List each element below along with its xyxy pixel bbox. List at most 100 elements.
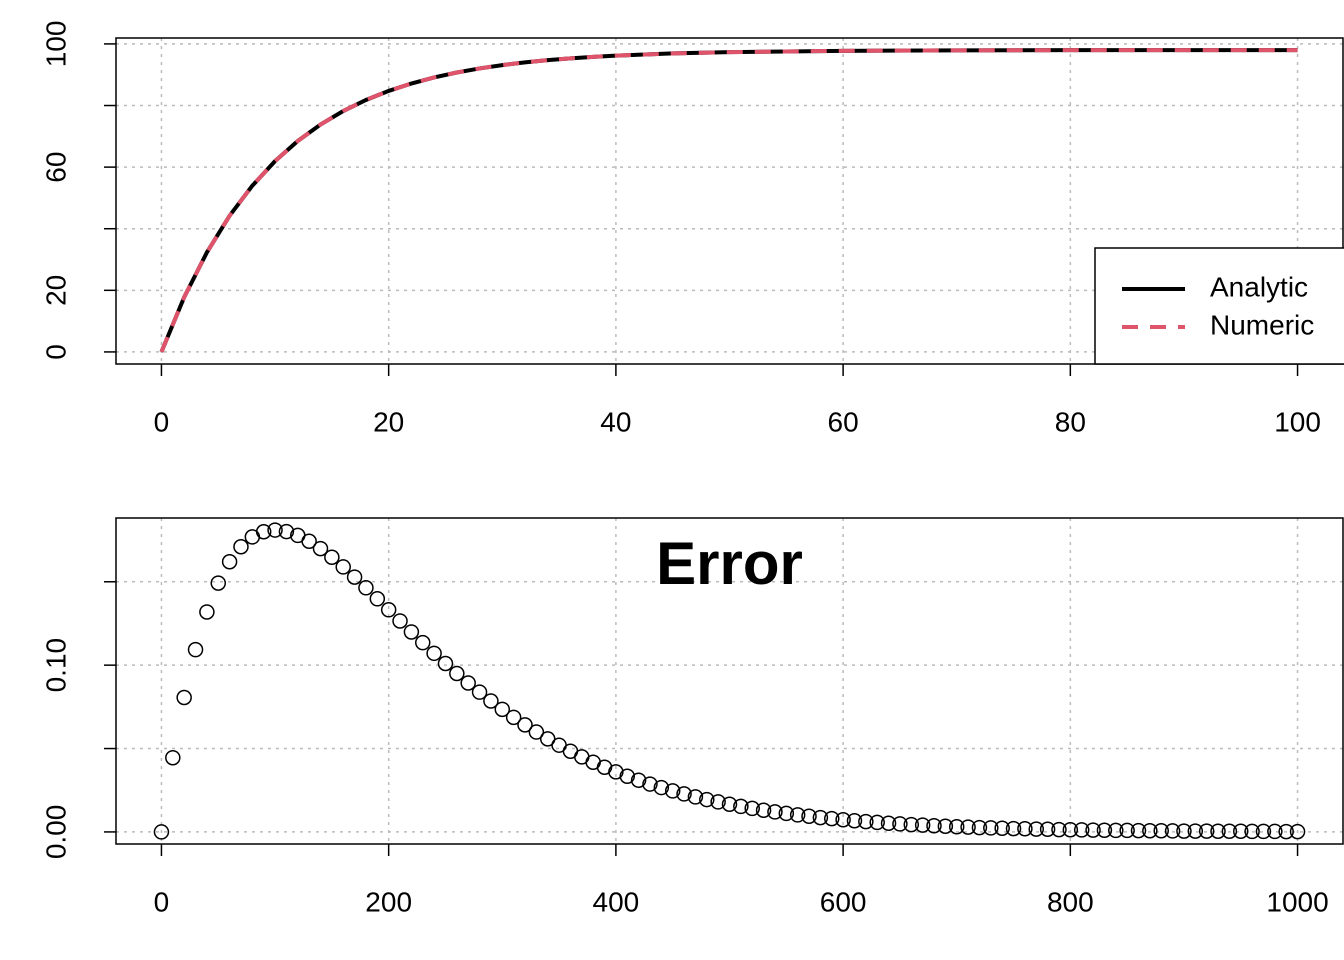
point [1198,823,1215,839]
x-tick-label: 1000 [1266,886,1328,917]
legend-label: Analytic [1210,271,1308,302]
point [187,641,204,658]
point [1142,823,1158,839]
point [710,794,726,810]
point [835,812,851,828]
point [653,779,670,796]
x-tick-label: 100 [1274,406,1321,437]
x-tick-label: 0 [154,406,170,437]
point [971,819,988,836]
point [1051,821,1067,838]
point [687,789,704,805]
point [483,693,499,709]
point [1244,823,1260,840]
point [1153,823,1169,839]
y-tick-label: 0.10 [40,638,71,693]
point [1233,823,1249,840]
point [415,634,431,651]
plot: 0 20 40 60 80 100 0 20 60 100 Analytic Numeric [40,21,1344,437]
y-tick-label: 0 [40,344,71,360]
y-tick-label: 100 [40,21,71,68]
point [642,776,658,792]
point [358,580,374,596]
x-tick-label: 600 [820,886,867,917]
point [494,701,511,718]
point [1073,822,1090,838]
point [619,768,635,784]
point [517,717,533,733]
point [380,602,397,618]
point [426,645,442,662]
x-tick-label: 200 [365,886,412,917]
point [1210,823,1226,840]
point [1221,823,1238,840]
point [892,816,908,832]
point [301,533,317,549]
point [392,613,408,629]
point [914,817,931,833]
point [460,675,476,691]
point [1255,823,1272,840]
point [869,814,885,831]
point [369,591,386,607]
point [1176,823,1192,839]
point [812,809,829,826]
point [437,655,454,672]
point [858,813,874,830]
x-tick-label: 0 [154,886,170,917]
legend-box [1094,247,1344,365]
point [1028,821,1044,837]
point [664,783,681,799]
point [733,798,749,815]
point [903,816,920,833]
plot-frame [115,517,1344,845]
point [1130,822,1147,839]
point [1062,822,1079,838]
point [948,819,965,835]
point [1108,822,1124,839]
point [335,559,351,575]
point [1096,822,1113,839]
plot: 0 200 400 600 800 1000 0.00 0.10 Error [40,517,1344,917]
point [1289,823,1306,840]
point [233,539,249,555]
x-tick-label: 20 [373,406,404,437]
point [505,709,522,726]
point [449,665,465,682]
point [824,810,840,827]
point [255,523,272,540]
point [1005,820,1022,837]
point [801,808,817,824]
point [1039,821,1056,838]
point [789,807,806,823]
y-tick-label: 60 [40,152,71,183]
point [312,540,329,557]
point [1267,823,1283,840]
point [630,772,647,788]
point [1085,822,1101,838]
y-tick-label: 0.00 [40,805,71,860]
point [960,819,976,835]
point [744,800,760,817]
point [324,549,340,566]
x-tick-label: 40 [600,406,631,437]
point [346,569,363,585]
point [176,689,192,706]
point [1278,823,1294,840]
point [983,820,999,836]
point [1017,821,1033,837]
point [221,554,238,570]
x-tick-label: 80 [1055,406,1086,437]
chart-title: Error [656,530,803,597]
series-line [159,48,1298,353]
x-tick-label: 800 [1047,886,1094,917]
point [210,575,226,591]
point [994,820,1010,837]
point [937,818,954,835]
point [1164,823,1181,839]
point [699,791,715,808]
x-tick-label: 400 [593,886,640,917]
legend: Analytic Numeric [1094,247,1344,365]
